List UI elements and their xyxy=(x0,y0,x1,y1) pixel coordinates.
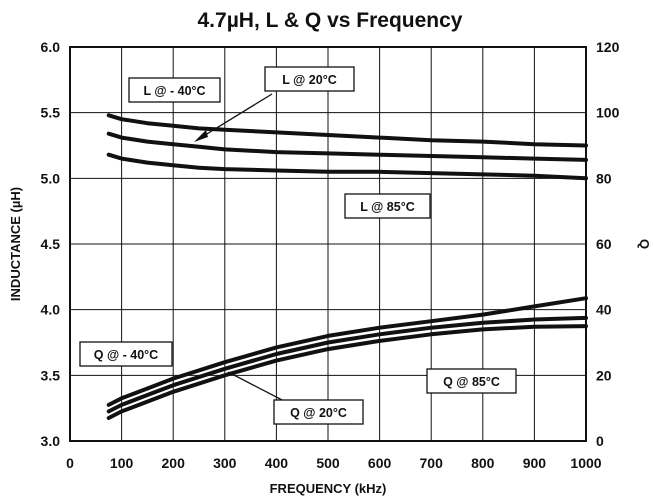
x-axis-label: FREQUENCY (kHz) xyxy=(270,481,387,496)
x-tick-900: 900 xyxy=(523,455,547,471)
y-left-tick-4.5: 4.5 xyxy=(41,236,61,252)
y-right-tick-120: 120 xyxy=(596,39,620,55)
y-left-tick-4.0: 4.0 xyxy=(41,302,61,318)
svg-text:L @ 85°C: L @ 85°C xyxy=(360,200,414,214)
series-line-3 xyxy=(106,296,588,407)
y-right-axis-label: Q xyxy=(637,239,652,249)
plot-frame xyxy=(69,46,587,442)
label-q-20: Q @ 20°C xyxy=(273,399,364,425)
chart-title: 4.7µH, L & Q vs Frequency xyxy=(198,9,463,32)
plot-curves xyxy=(106,113,588,420)
x-tick-300: 300 xyxy=(213,455,237,471)
y-left-axis-label: INDUCTANCE (µH) xyxy=(8,187,23,301)
y-left-tick-3.0: 3.0 xyxy=(41,433,61,449)
svg-text:Q @ - 40°C: Q @ - 40°C xyxy=(94,348,158,362)
y-left-tick-labels: 3.0 3.5 4.0 4.5 5.0 5.5 6.0 xyxy=(41,39,61,449)
series-line-4 xyxy=(106,315,588,414)
series-line-5 xyxy=(106,324,588,420)
x-tick-0: 0 xyxy=(66,455,74,471)
x-tick-500: 500 xyxy=(316,455,340,471)
y-left-tick-3.5: 3.5 xyxy=(41,367,61,383)
label-l-85: L @ 85°C xyxy=(344,193,431,219)
label-l-minus40: L @ - 40°C xyxy=(128,77,221,103)
grid xyxy=(70,47,586,441)
x-tick-700: 700 xyxy=(420,455,444,471)
series-line-0 xyxy=(106,113,588,148)
x-tick-600: 600 xyxy=(368,455,392,471)
x-tick-labels: 0 100 200 300 400 500 600 700 800 900 1000 xyxy=(66,455,602,471)
l20-leader-line xyxy=(196,93,273,141)
series-line-2 xyxy=(106,152,588,181)
y-right-tick-labels: 0 20 40 60 80 100 120 xyxy=(596,39,620,449)
x-tick-1000: 1000 xyxy=(570,455,601,471)
l20-leader-arrowhead xyxy=(194,130,208,142)
y-right-tick-40: 40 xyxy=(596,302,612,318)
y-left-tick-5.0: 5.0 xyxy=(41,170,61,186)
y-left-tick-5.5: 5.5 xyxy=(41,105,61,121)
x-tick-200: 200 xyxy=(162,455,186,471)
y-right-tick-80: 80 xyxy=(596,170,612,186)
x-tick-800: 800 xyxy=(471,455,495,471)
y-right-tick-0: 0 xyxy=(596,433,604,449)
y-right-tick-60: 60 xyxy=(596,236,612,252)
label-q-minus40: Q @ - 40°C xyxy=(79,341,173,367)
svg-text:Q @ 20°C: Q @ 20°C xyxy=(290,406,347,420)
y-left-tick-6.0: 6.0 xyxy=(41,39,61,55)
q20-leader-line xyxy=(227,371,287,403)
svg-text:L @ - 40°C: L @ - 40°C xyxy=(143,84,205,98)
y-right-tick-100: 100 xyxy=(596,105,620,121)
svg-text:Q @ 85°C: Q @ 85°C xyxy=(443,375,500,389)
label-q-85: Q @ 85°C xyxy=(426,368,517,394)
x-tick-100: 100 xyxy=(110,455,134,471)
series-line-1 xyxy=(106,131,588,162)
y-right-tick-20: 20 xyxy=(596,367,612,383)
svg-text:L @ 20°C: L @ 20°C xyxy=(282,73,336,87)
x-tick-400: 400 xyxy=(265,455,289,471)
label-l-20: L @ 20°C xyxy=(264,66,355,92)
